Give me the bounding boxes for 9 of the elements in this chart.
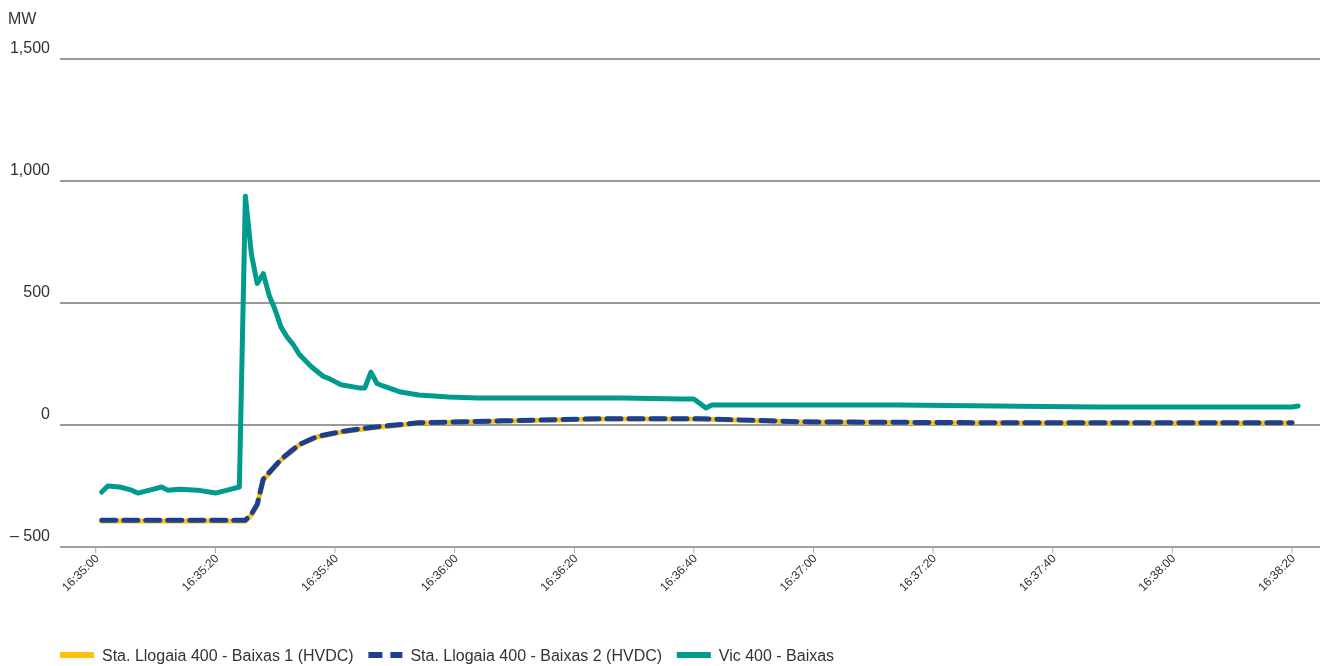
legend-label: Vic 400 - Baixas (718, 647, 835, 664)
y-axis-title: MW (8, 10, 38, 27)
y-tick-label: 0 (41, 405, 51, 422)
y-tick-label: 500 (23, 283, 51, 300)
y-tick-label: 1,500 (9, 39, 51, 56)
legend-label: Sta. Llogaia 400 - Baixas 1 (HVDC) (102, 647, 354, 664)
y-tick-label: 1,000 (9, 161, 51, 178)
legend-label: Sta. Llogaia 400 - Baixas 2 (HVDC) (410, 647, 663, 664)
y-tick-label: – 500 (9, 527, 51, 544)
